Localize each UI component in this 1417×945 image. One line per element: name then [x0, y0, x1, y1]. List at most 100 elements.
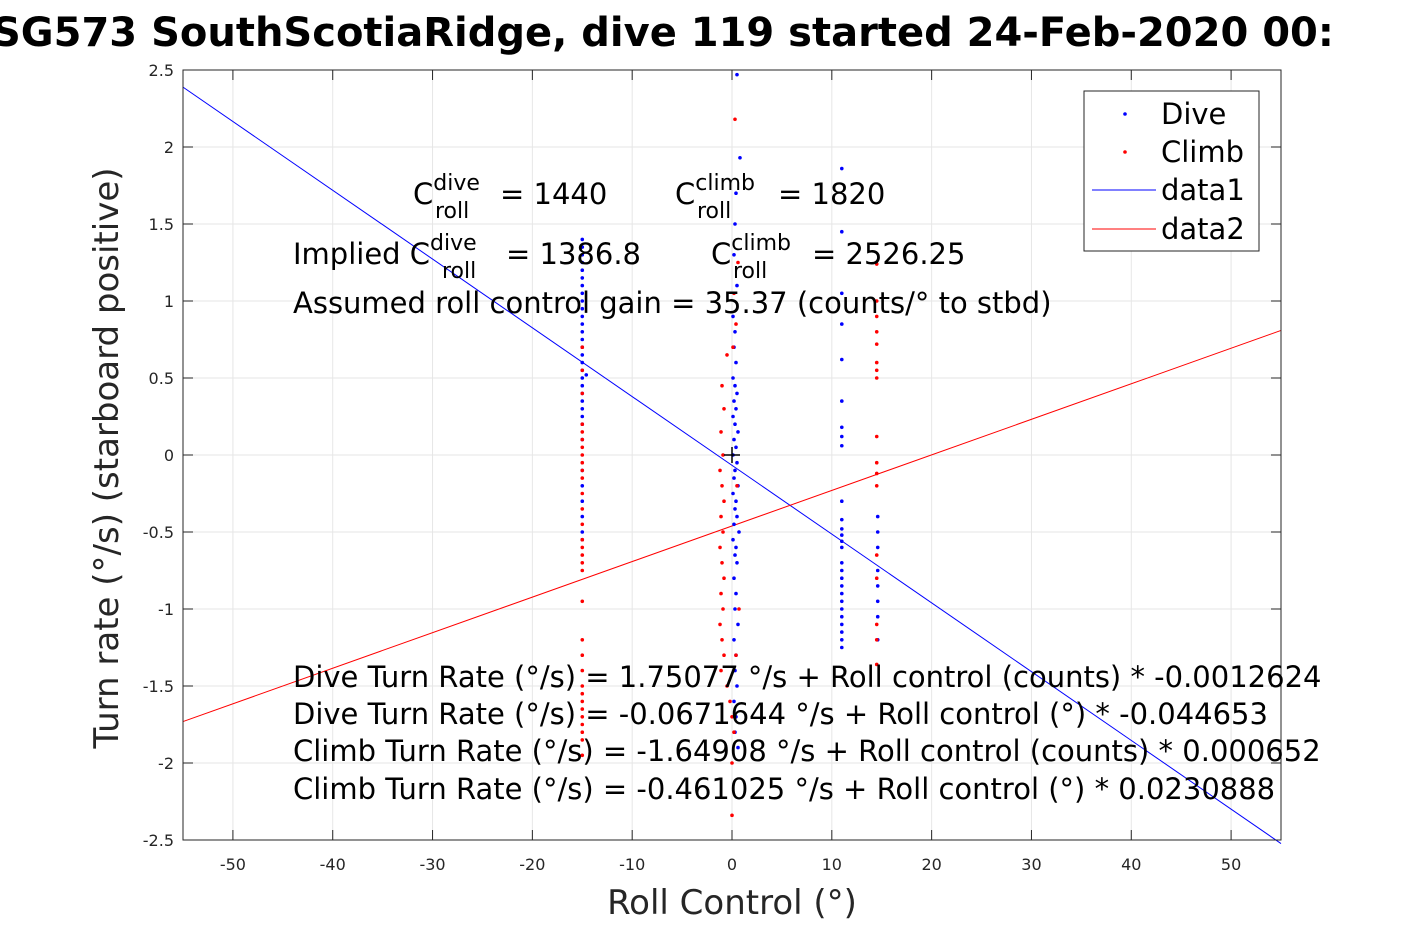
climb-point	[580, 707, 585, 711]
climb-point	[874, 471, 879, 476]
climb-point	[874, 484, 879, 488]
dive-point	[840, 291, 844, 296]
climb-point	[580, 537, 585, 542]
climb-point	[580, 430, 585, 434]
dive-point	[733, 422, 737, 427]
dive-point	[735, 460, 739, 465]
x-tick-label: -50	[220, 855, 246, 874]
dive-point	[875, 599, 880, 604]
dive-point	[736, 745, 740, 750]
dive-point	[734, 445, 738, 450]
dive-point	[875, 545, 880, 550]
climb-point	[580, 553, 585, 557]
dive-point	[580, 253, 585, 257]
chart-title: SG573 SouthScotiaRidge, dive 119 started…	[0, 10, 1334, 56]
climb-point	[718, 468, 722, 473]
climb-point	[730, 761, 734, 765]
dive-point	[840, 599, 844, 604]
climb-point	[719, 591, 723, 596]
x-tick-labels: -50 -40 -30 -20 -10 0 10 20 30 40 50	[220, 855, 1241, 874]
legend-data1-label: data1	[1161, 173, 1245, 207]
climb-point	[731, 345, 735, 350]
climb-point	[720, 383, 724, 388]
dive-point	[734, 360, 738, 365]
climb-point	[580, 668, 585, 673]
x-tick-label: -10	[619, 855, 645, 874]
dive-point	[735, 72, 739, 77]
dive-point	[840, 357, 844, 362]
dive-point	[731, 537, 735, 542]
climb-point	[580, 445, 585, 450]
x-tick-label: 20	[921, 855, 941, 874]
climb-point	[580, 568, 585, 573]
climb-point	[580, 753, 585, 758]
dive-point	[840, 576, 844, 580]
dive-point	[580, 353, 585, 357]
y-tick-label: -1.5	[143, 677, 174, 696]
legend-dive-label: Dive	[1161, 97, 1226, 131]
tick-marks	[183, 69, 1281, 841]
climb-point	[874, 376, 879, 380]
dive-point	[734, 591, 738, 596]
dive-point	[733, 468, 737, 473]
climb-point	[580, 561, 585, 565]
climb-point	[580, 730, 585, 734]
climb-point	[732, 291, 736, 296]
annotations: Cdive roll= 1440 Cclimb roll= 1820 Implied…	[293, 171, 1321, 806]
dive-point	[840, 622, 844, 627]
dive-point	[580, 514, 585, 519]
dive-point	[580, 322, 585, 326]
dive-point	[840, 443, 844, 448]
climb-point	[734, 653, 738, 657]
climb-point	[728, 699, 732, 704]
legend-box	[1083, 90, 1260, 252]
scatter-points	[580, 72, 880, 818]
dive-point	[840, 229, 844, 234]
x-tick-label: 50	[1221, 855, 1241, 874]
dive-point	[731, 491, 735, 496]
climb-point	[721, 607, 725, 611]
climb-point	[722, 499, 726, 504]
y-tick-label: 0	[164, 446, 174, 465]
dive-point	[580, 306, 585, 311]
dive-point	[580, 330, 585, 334]
origin-marker	[724, 447, 740, 463]
dive-point	[580, 237, 585, 242]
y-tick-labels: -2.5 -2 -1.5 -1 -0.5 0 0.5 1 1.5 2 2.5	[143, 61, 174, 850]
climb-point	[580, 368, 585, 373]
implied-dive-annotation: Implied Cdive roll= 1386.8	[293, 231, 641, 284]
dive-point	[580, 530, 585, 534]
climb-point	[732, 730, 736, 734]
legend-climb-marker	[1123, 150, 1127, 154]
dive-point	[875, 584, 880, 588]
c-dive-annotation: Cdive roll= 1440	[413, 171, 607, 224]
climb-point	[580, 345, 585, 350]
y-tick-label: 0.5	[149, 369, 174, 388]
dive-point	[580, 414, 585, 419]
dive-point	[840, 166, 844, 171]
climb-point	[874, 314, 879, 319]
climb-point	[719, 668, 723, 673]
implied-climb-annotation: Cclimb roll= 2526.25	[711, 231, 965, 284]
x-tick-label: -40	[320, 855, 346, 874]
fit-line-data1	[182, 86, 1282, 844]
climb-point	[580, 422, 585, 427]
climb-point	[874, 262, 879, 266]
dive-point	[840, 499, 844, 504]
x-tick-label: 0	[727, 855, 737, 874]
c-climb-annotation: Cclimb roll= 1820	[675, 171, 885, 224]
climb-point	[874, 460, 879, 465]
climb-point	[718, 622, 722, 627]
climb-point	[720, 484, 724, 488]
dive-point	[875, 514, 880, 519]
legend: Dive Climb data1 data2	[1083, 90, 1260, 252]
climb-point	[580, 638, 585, 642]
climb-point	[737, 607, 741, 611]
dive-point	[580, 407, 585, 411]
dive-point	[840, 425, 844, 430]
climb-point	[580, 715, 585, 719]
climb-point	[720, 561, 724, 565]
climb-point	[874, 360, 879, 365]
dive-point	[733, 553, 737, 557]
climb-point	[580, 699, 585, 704]
